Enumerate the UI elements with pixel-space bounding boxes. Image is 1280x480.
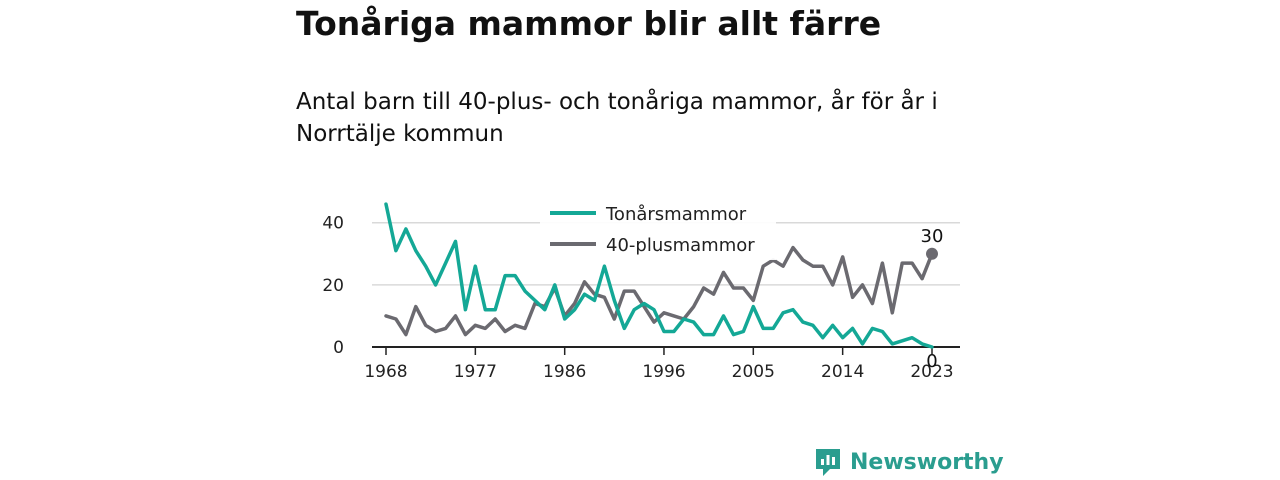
x-tick-label: 2023: [910, 362, 953, 382]
newsworthy-logo-icon: [816, 449, 840, 476]
legend-background: [540, 196, 776, 260]
x-tick-label: 2014: [821, 362, 864, 382]
y-axis-labels: 0 20 40: [322, 214, 344, 358]
x-tick-label: 2005: [732, 362, 775, 382]
end-markers: 30 0: [921, 226, 944, 372]
line-chart: 0 20 40 1968 1977 1986 1996 2005 2014 2023 30 0 T…: [322, 196, 960, 382]
end-label-tonarsmammor: 0: [926, 351, 937, 372]
x-tick-label: 1968: [364, 362, 407, 382]
newsworthy-logo-text: Newsworthy: [850, 449, 1004, 475]
series-lines: [384, 202, 934, 349]
legend-label-tonarsmammor: Tonårsmammor: [605, 204, 747, 225]
legend-label-40plusmammor: 40-plusmammor: [606, 235, 755, 256]
x-tick-label: 1977: [454, 362, 497, 382]
newsworthy-logo: Newsworthy: [814, 446, 1004, 478]
chart-subtitle: Antal barn till 40-plus- och tonåriga ma…: [296, 89, 938, 147]
y-tick-label: 20: [322, 276, 344, 296]
x-axis-ticks: 1968 1977 1986 1996 2005 2014 2023: [364, 347, 954, 382]
x-tick-label: 1986: [543, 362, 586, 382]
end-label-40plusmammor: 30: [921, 226, 944, 247]
end-marker-40plusmammor: [926, 247, 938, 260]
series-line-0: [384, 202, 934, 349]
x-tick-label: 1996: [642, 362, 685, 382]
y-tick-label: 40: [322, 214, 344, 234]
chart-title: Tonåriga mammor blir allt färre: [296, 4, 882, 43]
y-tick-label: 0: [333, 338, 344, 358]
legend: Tonårsmammor 40-plusmammor: [540, 196, 776, 260]
